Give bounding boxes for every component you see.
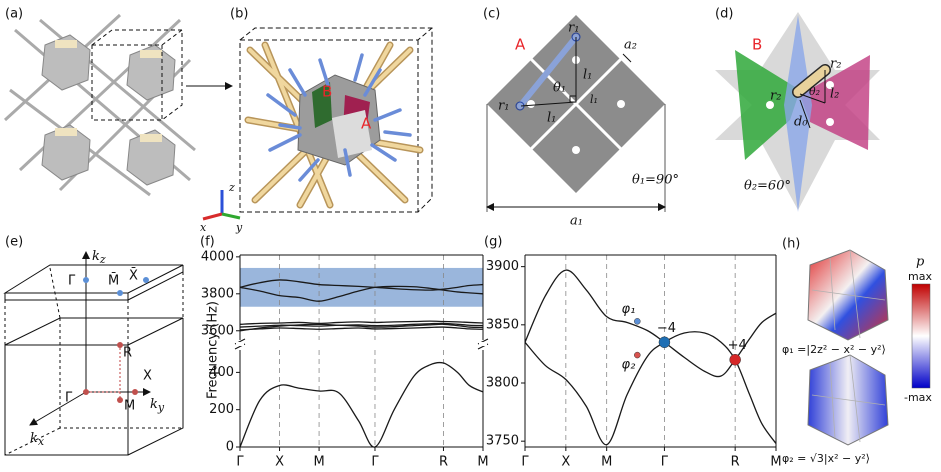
x-tick-label: R xyxy=(439,455,448,470)
highlight-band xyxy=(240,267,483,307)
band-curve xyxy=(239,323,484,332)
mode-formula: φ₁ =|2z² − x² − y²⟩ xyxy=(782,343,886,356)
plate-a-illustration xyxy=(486,15,666,212)
point-label: M̄ xyxy=(108,273,119,288)
mode-formula: φ₂ = √3|x² − y²⟩ xyxy=(782,452,870,465)
colorbar-label: max xyxy=(908,270,932,283)
site-label: A xyxy=(361,115,372,133)
colorbar-title: p xyxy=(916,255,925,270)
site-label: B xyxy=(752,36,762,54)
band-curve xyxy=(239,361,484,448)
x-tick-label: M xyxy=(770,455,781,470)
degenerate-point xyxy=(634,351,641,359)
param-label: l₂ xyxy=(830,87,839,102)
param-label: θ₂ xyxy=(809,85,820,98)
k-label: kz xyxy=(92,249,106,267)
axis-label: y xyxy=(235,221,243,234)
x-tick-label: X xyxy=(275,455,284,470)
k-label: kx xyxy=(30,431,45,449)
y-tick-label: 200 xyxy=(209,402,234,417)
band-curve xyxy=(239,285,484,302)
mode-shapes xyxy=(807,249,931,446)
point-label: M xyxy=(124,399,135,414)
x-tick-label: M xyxy=(313,455,324,470)
param-label: l₁ xyxy=(583,68,592,83)
panel-label: (b) xyxy=(230,7,248,22)
point-label: Γ xyxy=(65,391,73,406)
param-label: d₀ xyxy=(794,115,808,130)
x-tick-label: X xyxy=(561,455,570,470)
param-label: θ₁ xyxy=(553,81,566,96)
point-label: Γ̄ xyxy=(68,274,76,289)
axes-frame xyxy=(239,350,484,448)
param-label: l₁ xyxy=(547,111,556,126)
degenerate-point xyxy=(658,336,671,349)
panel-label: (c) xyxy=(483,7,500,22)
param-label: r₂ xyxy=(770,89,781,104)
axis-label: z xyxy=(228,181,235,194)
point-label: X xyxy=(143,369,152,384)
k-label: ky xyxy=(150,397,165,415)
y-tick-label: 3800 xyxy=(486,376,519,391)
param-label: θ₁=90° xyxy=(632,173,679,188)
y-tick-label: 400 xyxy=(209,365,234,380)
degenerate-point xyxy=(634,318,641,325)
y-tick-label: 3800 xyxy=(201,286,234,301)
panel-label: (d) xyxy=(715,7,733,22)
param-label: r₁ xyxy=(568,21,579,36)
y-tick-label: 3750 xyxy=(486,434,519,449)
x-tick-label: R xyxy=(731,455,740,470)
panel-label: (e) xyxy=(5,235,23,250)
panel-label: (f) xyxy=(200,235,215,250)
lattice-illustration xyxy=(3,13,233,197)
point-label: +4 xyxy=(728,338,747,353)
x-tick-label: Γ xyxy=(236,455,244,470)
y-tick-label: 3900 xyxy=(486,259,519,274)
axis-break xyxy=(234,338,489,350)
param-label: θ₂=60° xyxy=(744,179,791,194)
band-curve xyxy=(239,320,484,325)
param-label: r₁ xyxy=(498,99,509,114)
site-label: B xyxy=(322,83,332,101)
param-label: a₁ xyxy=(570,214,583,229)
param-label: r₂ xyxy=(830,57,841,72)
degenerate-point xyxy=(729,353,741,366)
axis-triad xyxy=(202,190,241,221)
x-tick-label: Γ xyxy=(371,455,379,470)
axis-label: x xyxy=(200,221,207,234)
point-label: φ₂ xyxy=(622,358,636,373)
axes-frame xyxy=(524,254,777,448)
y-axis-label: Frequency (Hz) xyxy=(206,301,221,399)
param-label: a₂ xyxy=(624,38,637,53)
plate-b-illustration xyxy=(715,12,880,212)
panel-label: (g) xyxy=(484,235,502,250)
point-label: φ₁ xyxy=(622,302,636,317)
point-label: R xyxy=(123,346,132,361)
point-label: −4 xyxy=(657,321,676,336)
y-tick-label: 3600 xyxy=(201,323,234,338)
x-tick-label: M xyxy=(477,455,488,470)
point-label: X̄ xyxy=(129,268,138,283)
panel-label: (h) xyxy=(782,237,800,252)
unit-cell-illustration xyxy=(239,27,433,213)
axes-frame xyxy=(239,254,484,340)
panel-label: (a) xyxy=(5,7,23,22)
param-label: l₁ xyxy=(590,93,598,106)
y-tick-label: 4000 xyxy=(201,249,234,264)
x-tick-label: M xyxy=(601,455,612,470)
y-tick-label: 3850 xyxy=(486,317,519,332)
band-curve xyxy=(239,326,484,331)
brillouin-zone xyxy=(3,251,184,456)
site-label: A xyxy=(515,36,526,54)
y-tick-label: 0 xyxy=(226,440,234,455)
x-tick-label: Γ xyxy=(521,455,529,470)
x-tick-label: Γ xyxy=(661,455,669,470)
colorbar-label: -max xyxy=(904,391,932,404)
